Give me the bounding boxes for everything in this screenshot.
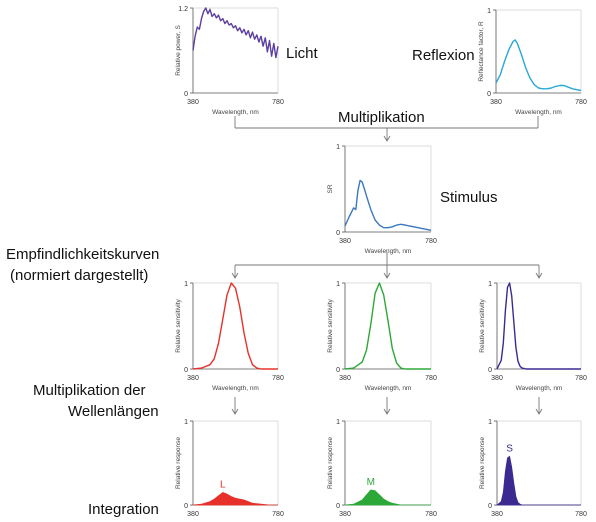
y-tick-label-min: 0 <box>488 503 492 510</box>
arrow-to-sens-L <box>231 272 239 279</box>
y-tick-label-max: 1 <box>184 419 188 426</box>
series-line <box>496 282 581 370</box>
y-tick-label-max: 1 <box>336 419 340 426</box>
x-axis-label: Wavelength, nm <box>365 385 412 392</box>
y-tick-label-min: 0 <box>336 503 340 510</box>
label-wavelengths: Wellenlängen <box>68 403 159 420</box>
flow-connectors <box>231 116 543 415</box>
y-tick-label-max: 1.2 <box>178 6 188 13</box>
x-tick-label-max: 780 <box>272 511 284 518</box>
y-tick-label-min: 0 <box>488 367 492 374</box>
series-line <box>344 179 432 231</box>
y-axis-label: Reflectance factor, R <box>478 21 485 82</box>
x-tick-label-max: 780 <box>575 375 587 382</box>
arrow-to-resp-M <box>383 408 391 415</box>
series-line <box>192 282 278 370</box>
y-axis-label: SR <box>327 184 334 193</box>
x-tick-label-min: 380 <box>491 511 503 518</box>
x-axis-label: Wavelength, nm <box>212 385 259 392</box>
x-tick-label-min: 380 <box>339 375 351 382</box>
arrow-to-resp-L <box>231 408 239 415</box>
x-tick-label-max: 780 <box>425 375 437 382</box>
x-tick-label-min: 380 <box>491 375 503 382</box>
y-tick-label-min: 0 <box>184 503 188 510</box>
x-tick-label-min: 380 <box>339 511 351 518</box>
label-sensitivity-curves: Empfindlichkeitskurven <box>6 246 160 263</box>
series-line <box>344 282 431 370</box>
y-tick-label-min: 0 <box>184 91 188 98</box>
x-tick-label-max: 780 <box>425 511 437 518</box>
response-area <box>495 455 581 506</box>
x-tick-label-min: 380 <box>490 99 502 106</box>
x-tick-label-max: 780 <box>425 238 437 245</box>
y-tick-label-max: 1 <box>488 281 492 288</box>
series-line <box>192 7 279 59</box>
response-area <box>344 489 431 506</box>
y-axis-label: Relative power, S <box>175 25 182 76</box>
x-tick-label-max: 780 <box>272 375 284 382</box>
x-axis-label: Wavelength, nm <box>516 385 563 392</box>
x-tick-label-max: 780 <box>272 99 284 106</box>
label-wavelength-multiplication: Multiplikation der <box>33 382 146 399</box>
y-axis-label: Relative response <box>479 437 486 489</box>
response-area <box>192 491 278 506</box>
x-axis-label: Wavelength, nm <box>212 109 259 116</box>
y-tick-label-max: 1 <box>336 281 340 288</box>
y-tick-label-max: 1 <box>487 8 491 15</box>
x-tick-label-min: 380 <box>187 375 199 382</box>
y-axis-label: Relative sensitivity <box>327 299 334 353</box>
label-integration: Integration <box>88 501 159 518</box>
y-axis-label: Relative response <box>327 437 334 489</box>
x-tick-label-min: 380 <box>187 99 199 106</box>
y-tick-label-max: 1 <box>488 419 492 426</box>
label-reflection: Reflexion <box>412 47 475 64</box>
y-tick-label-min: 0 <box>184 367 188 374</box>
arrow-to-stimulus <box>383 135 391 142</box>
y-tick-label-min: 0 <box>487 91 491 98</box>
y-tick-label-max: 1 <box>184 281 188 288</box>
response-annotation: M <box>367 477 375 488</box>
x-tick-label-max: 780 <box>575 511 587 518</box>
y-axis-label: Relative response <box>175 437 182 489</box>
arrow-to-resp-S <box>535 408 543 415</box>
arrow-to-sens-S <box>535 272 543 279</box>
label-multiplication: Multiplikation <box>338 109 425 126</box>
response-annotation: L <box>220 479 226 490</box>
x-axis-label: Wavelength, nm <box>365 248 412 255</box>
y-tick-label-min: 0 <box>336 367 340 374</box>
y-tick-label-min: 0 <box>336 230 340 237</box>
label-light: Licht <box>286 45 318 62</box>
label-stimulus: Stimulus <box>440 189 498 206</box>
x-tick-label-min: 380 <box>187 511 199 518</box>
x-tick-label-max: 780 <box>575 99 587 106</box>
x-tick-label-min: 380 <box>339 238 351 245</box>
series-line <box>495 39 582 92</box>
y-axis-label: Relative sensitivity <box>175 299 182 353</box>
response-annotation: S <box>506 443 513 454</box>
x-axis-label: Wavelength, nm <box>515 109 562 116</box>
label-normalized: (normiert dargestellt) <box>10 267 149 284</box>
y-tick-label-max: 1 <box>336 144 340 151</box>
y-axis-label: Relative sensitivity <box>479 299 486 353</box>
arrow-to-sens-M <box>383 272 391 279</box>
